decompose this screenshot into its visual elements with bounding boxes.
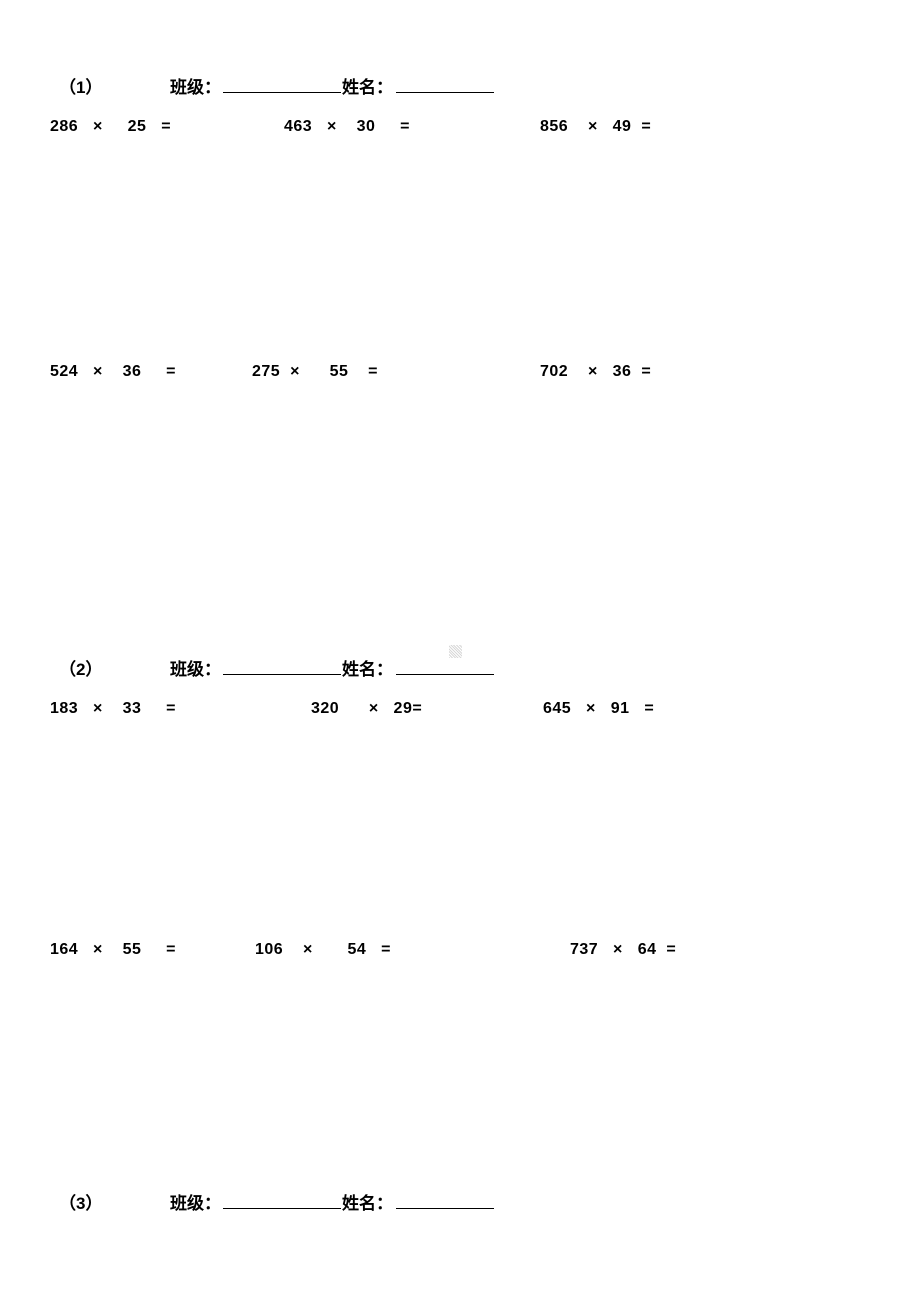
class-label-1: 班级： [170, 73, 221, 98]
problem-1-4: 524 × 36 = [50, 363, 176, 381]
problem-1-3: 856 × 49 = [540, 118, 651, 136]
name-label-2: 姓名： [342, 655, 393, 680]
problem-2-6: 737 × 64 = [570, 941, 676, 959]
problem-2-2: 320 × 29= [311, 700, 422, 718]
problem-2-1: 183 × 33 = [50, 700, 176, 718]
class-label-3: 班级： [170, 1189, 221, 1214]
problem-2-5: 106 × 54 = [255, 941, 391, 959]
name-label-3: 姓名： [342, 1189, 393, 1214]
name-blank-2[interactable] [396, 655, 494, 675]
problem-2-3: 645 × 91 = [543, 700, 654, 718]
name-label-1: 姓名： [342, 73, 393, 98]
problem-1-5: 275 × 55 = [252, 363, 378, 381]
problem-1-1: 286 × 25 = [50, 118, 171, 136]
section-2-number: （2） [59, 655, 102, 680]
section-1-number: （1） [59, 73, 102, 98]
class-blank-1[interactable] [223, 73, 341, 93]
problem-1-6: 702 × 36 = [540, 363, 651, 381]
name-blank-3[interactable] [396, 1189, 494, 1209]
class-blank-2[interactable] [223, 655, 341, 675]
class-blank-3[interactable] [223, 1189, 341, 1209]
problem-2-4: 164 × 55 = [50, 941, 176, 959]
name-blank-1[interactable] [396, 73, 494, 93]
class-label-2: 班级： [170, 655, 221, 680]
section-3-number: （3） [59, 1189, 102, 1214]
problem-1-2: 463 × 30 = [284, 118, 410, 136]
